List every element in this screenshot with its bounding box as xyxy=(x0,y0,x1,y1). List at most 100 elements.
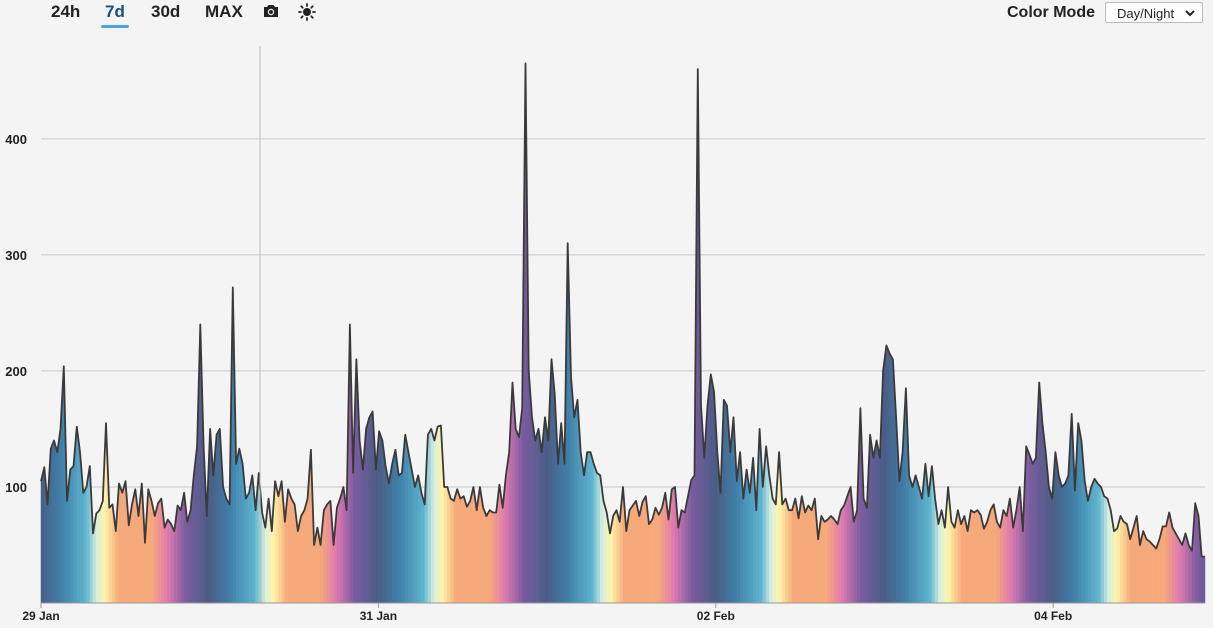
area-bar xyxy=(912,475,916,604)
area-bar xyxy=(655,507,660,604)
area-bar xyxy=(417,475,422,604)
range-30d-button[interactable]: 30d xyxy=(151,2,181,21)
y-tick-label: 100 xyxy=(5,480,27,495)
area-bar xyxy=(1087,486,1092,604)
sun-icon[interactable] xyxy=(298,3,318,21)
area-bar xyxy=(1152,544,1157,604)
area-bar xyxy=(70,465,74,604)
area-bar xyxy=(616,510,620,604)
area-bar xyxy=(1172,526,1176,604)
y-tick-label: 400 xyxy=(5,132,27,147)
area-bar xyxy=(827,515,832,604)
area-bar xyxy=(632,500,637,604)
area-bar xyxy=(723,398,728,604)
area-bar xyxy=(427,427,432,604)
area-bar xyxy=(603,500,607,604)
area-bar xyxy=(915,475,920,604)
area-bar xyxy=(57,428,61,604)
area-bar xyxy=(118,483,123,604)
area-bar xyxy=(853,510,858,604)
area-bar xyxy=(515,428,520,604)
area-bar xyxy=(304,498,308,604)
area-bar xyxy=(287,489,292,604)
area-bar xyxy=(681,509,686,604)
area-bar xyxy=(596,472,601,604)
area-bar xyxy=(882,345,887,604)
area-bar xyxy=(1201,556,1206,604)
area-bar xyxy=(398,472,403,604)
area-bar xyxy=(274,481,279,604)
area-bar xyxy=(326,500,331,604)
area-bar xyxy=(460,495,464,604)
area-bar xyxy=(840,504,845,604)
area-bar xyxy=(534,428,539,604)
area-bar xyxy=(1175,532,1180,604)
area-bar xyxy=(154,503,159,604)
area-bar xyxy=(453,489,458,604)
area-bar xyxy=(889,352,894,604)
area-bar xyxy=(652,507,656,604)
area-bar xyxy=(1094,478,1098,604)
area-bar xyxy=(447,486,451,604)
area-bar xyxy=(821,515,825,604)
area-bar xyxy=(466,499,471,604)
area-bar xyxy=(1061,482,1066,604)
area-bar xyxy=(434,426,438,604)
area-bar xyxy=(876,440,881,604)
area-bar xyxy=(788,509,793,604)
area-bar xyxy=(40,467,45,604)
toolbar: 24h 7d 30d MAX Color Mode Day/Night xyxy=(0,0,1213,30)
area-bar xyxy=(411,469,416,604)
area-bar xyxy=(691,474,695,604)
area-bar xyxy=(1032,456,1037,604)
area-bar xyxy=(300,509,305,604)
area-bar xyxy=(336,498,341,604)
range-24h-button[interactable]: 24h xyxy=(51,2,81,21)
area-bar xyxy=(996,520,1001,604)
area-bar xyxy=(157,497,162,604)
area-bar xyxy=(235,448,240,604)
area-bar xyxy=(1029,454,1033,604)
series-line xyxy=(40,62,1205,558)
area-bar xyxy=(612,509,617,604)
area-bar xyxy=(404,434,409,604)
area-bar xyxy=(1077,423,1082,604)
area-bar xyxy=(323,503,328,604)
area-bar xyxy=(50,440,55,604)
axis-layer: 100 200 300 400 29 Jan 31 Jan 02 Feb 04 Feb xyxy=(5,46,1205,623)
area-bar xyxy=(824,518,829,604)
x-tick-label: 31 Jan xyxy=(360,609,397,623)
area-bar xyxy=(687,479,692,604)
area-bar xyxy=(83,486,87,604)
area-bar xyxy=(990,503,994,604)
area-bar xyxy=(177,504,182,604)
area-bar xyxy=(226,497,230,604)
area-bar xyxy=(378,431,383,604)
area-bar xyxy=(918,486,923,604)
area-bar xyxy=(450,498,455,604)
area-bar xyxy=(538,428,542,604)
area-bar xyxy=(248,475,253,604)
color-mode-label: Color Mode xyxy=(1007,4,1095,21)
area-bar xyxy=(408,452,412,604)
area-bar xyxy=(1003,509,1007,604)
area-bar xyxy=(216,427,221,604)
area-bar xyxy=(639,501,643,604)
area-bar xyxy=(1058,475,1063,604)
x-tick-label: 04 Feb xyxy=(1034,609,1072,623)
color-mode-value: Day/Night xyxy=(1117,6,1175,21)
color-mode-select[interactable]: Day/Night xyxy=(1105,2,1203,23)
area-bar xyxy=(187,510,191,604)
camera-icon[interactable] xyxy=(262,3,282,21)
area-bar xyxy=(365,417,370,604)
area-bar xyxy=(970,509,975,604)
range-7d-button[interactable]: 7d xyxy=(101,2,129,28)
area-bar xyxy=(469,486,474,604)
x-tick-label: 02 Feb xyxy=(697,609,735,623)
range-max-button[interactable]: MAX xyxy=(205,2,243,21)
area-bar xyxy=(482,507,487,604)
area-bar xyxy=(791,498,796,604)
area-bar xyxy=(1025,446,1030,604)
area-bar xyxy=(886,345,890,604)
